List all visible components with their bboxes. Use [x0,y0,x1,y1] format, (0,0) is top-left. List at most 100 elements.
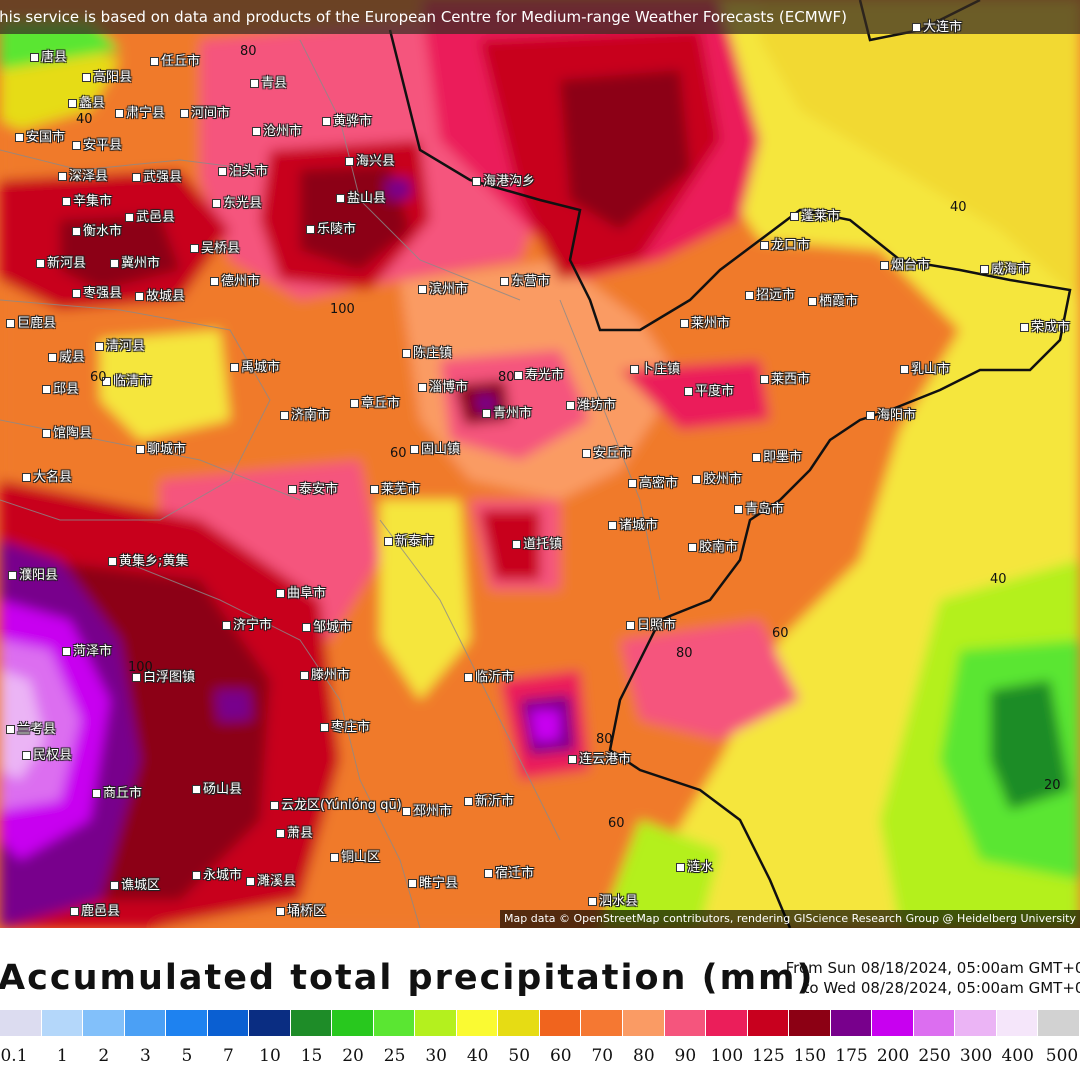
legend-tick-label: 500 [1045,1046,1079,1066]
legend-swatch [622,1010,665,1036]
legend-swatch [913,1010,956,1036]
city-label: 济宁市 [222,614,272,633]
city-label: 故城县 [135,285,185,304]
legend-tick-label: 300 [959,1046,993,1066]
city-label: 滨州市 [418,278,468,297]
city-label: 安平县 [72,134,122,153]
date-to: to Wed 08/28/2024, 05:00am GMT+08 [803,979,1080,997]
city-label: 云龙区(Yúnlóng qū) [270,794,402,813]
legend-swatch [996,1010,1039,1036]
city-label: 深泽县 [58,165,108,184]
date-range: From Sun 08/18/2024, 05:00am GMT+08 to W… [786,958,1080,998]
city-label: 泗水县 [588,890,638,909]
legend-swatch [955,1010,997,1036]
legend-tick-label: 400 [1001,1046,1034,1066]
contour-value-label: 20 [1044,778,1061,793]
city-label: 莱芜市 [370,478,420,497]
city-label: 威县 [48,346,85,365]
city-label: 馆陶县 [42,422,92,441]
city-label: 盐山县 [336,187,386,206]
legend-tick-label: 15 [300,1046,323,1066]
city-label: 任丘市 [150,50,200,69]
map-attribution[interactable]: Map data © OpenStreetMap contributors, r… [500,910,1080,928]
city-label: 衡水市 [72,220,122,239]
city-label: 固山镇 [410,438,460,457]
city-label: 武邑县 [125,206,175,225]
city-label: 枣强县 [72,282,122,301]
legend-swatch [332,1010,374,1036]
legend-swatch [373,1010,416,1036]
legend-tick-label: 3 [139,1046,151,1066]
legend-swatch [166,1010,208,1036]
legend-swatch [124,1010,167,1036]
city-label: 海港沟乡 [472,170,535,189]
city-label: 安丘市 [582,442,632,461]
contour-value-label: 80 [676,646,693,661]
city-label: 辛集市 [62,190,112,209]
city-label: 清河县 [95,335,145,354]
city-label: 德州市 [210,270,260,289]
contour-value-label: 60 [608,816,625,831]
legend-swatch [249,1010,291,1036]
city-label: 平度市 [684,380,734,399]
legend-tick-label: 0.1 [0,1046,28,1066]
city-label: 胶南市 [688,536,738,555]
city-label: 黄骅市 [322,110,372,129]
city-label: 涟水 [676,856,713,875]
city-label: 寿光市 [514,364,564,383]
legend-swatch [830,1010,873,1036]
city-label: 蓬莱市 [790,205,840,224]
city-label: 商丘市 [92,782,142,801]
contour-value-label: 100 [330,302,355,317]
city-label: 临沂市 [464,666,514,685]
city-label: 沧州市 [252,120,302,139]
city-label: 日照市 [626,614,676,633]
city-label: 即墨市 [752,446,802,465]
city-label: 兰考县 [6,718,56,737]
legend-swatch [747,1010,790,1036]
city-label: 道托镇 [512,533,562,552]
city-label: 海阳市 [866,404,916,423]
legend-tick-label: 7 [223,1046,234,1066]
contour-value-label: 80 [498,370,515,385]
city-label: 淄博市 [418,376,468,395]
legend-tick-label: 70 [591,1046,614,1066]
precipitation-map[interactable]: This service is based on data and produc… [0,0,1080,928]
city-label: 冀州市 [110,252,160,271]
city-label: 高阳县 [82,66,132,85]
contour-value-label: 100 [128,660,153,675]
city-label: 吴桥县 [190,237,240,256]
legend-swatch [207,1010,250,1036]
city-label: 泊头市 [218,160,268,179]
legend-tick-label: 250 [918,1046,951,1066]
city-label: 濉溪县 [246,870,296,889]
city-label: 青县 [250,72,287,91]
contour-value-label: 60 [772,626,789,641]
city-label: 东光县 [212,192,262,211]
legend-swatch [498,1010,540,1036]
contour-value-label: 40 [76,112,93,127]
city-label: 烟台市 [880,254,930,273]
legend-swatch [581,1010,623,1036]
contour-value-label: 60 [90,370,107,385]
city-label: 邱县 [42,378,79,397]
city-label: 安国市 [15,126,65,145]
ecmwf-notice-banner: This service is based on data and produc… [0,0,1080,34]
contour-value-label: 60 [390,446,407,461]
city-label: 河间市 [180,102,230,121]
city-label: 蠡县 [68,92,105,111]
city-label: 曲阜市 [276,582,326,601]
city-label: 濮阳县 [8,564,58,583]
city-label: 睢宁县 [408,872,458,891]
legend-swatch [290,1010,333,1036]
city-label: 新沂市 [464,790,514,809]
city-label: 铜山区 [330,846,380,865]
city-label: 邳州市 [402,800,452,819]
city-label: 莱州市 [680,312,730,331]
legend-tick-label: 200 [876,1046,910,1066]
city-label: 邹城市 [302,616,352,635]
city-label: 乳山市 [900,358,950,377]
city-label: 陈庄镇 [402,342,452,361]
city-label: 黄集乡;黄集 [108,550,188,569]
city-label: 章丘市 [350,392,400,411]
